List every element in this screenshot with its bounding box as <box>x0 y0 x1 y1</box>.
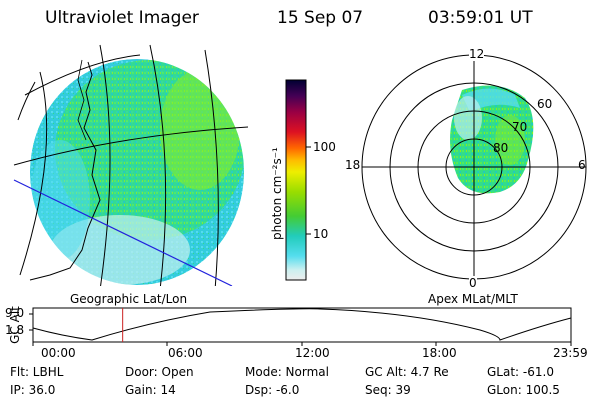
mlt-label-0: 0 <box>469 276 477 290</box>
colorbar-tick-10: 10 <box>313 227 329 241</box>
date-label: 15 Sep 07 <box>277 8 364 28</box>
mlat-label-80: 80 <box>493 141 509 155</box>
time-tick-0600: 06:00 <box>168 346 203 360</box>
info-flt: Flt: LBHL <box>10 365 64 379</box>
geographic-caption: Geographic Lat/Lon <box>70 292 188 306</box>
time-tick-1200: 12:00 <box>295 346 330 360</box>
info-glon: GLon: 100.5 <box>487 383 560 397</box>
colorbar-unit-label: photon cm⁻²s⁻¹ <box>270 147 284 240</box>
info-seq: Seq: 39 <box>365 383 411 397</box>
time-tick-0000: 00:00 <box>41 346 76 360</box>
altitude-ytick-9: 9.0 <box>5 306 25 320</box>
geo-grid <box>13 44 249 286</box>
time-label: 03:59:01 UT <box>428 8 533 28</box>
altitude-ytick-1-8: 1.8 <box>5 323 25 337</box>
mlat-label-60: 60 <box>537 97 553 111</box>
time-tick-1800: 18:00 <box>422 346 457 360</box>
coastline <box>29 61 101 281</box>
mlat-label-70: 70 <box>512 120 528 134</box>
colorbar-tick-100: 100 <box>313 140 336 154</box>
info-gc-alt: GC Alt: 4.7 Re <box>365 365 449 379</box>
info-gain: Gain: 14 <box>125 383 176 397</box>
mlt-label-12: 12 <box>469 47 485 61</box>
info-dsp: Dsp: -6.0 <box>245 383 300 397</box>
mlt-label-18: 18 <box>345 158 361 172</box>
instrument-title: Ultraviolet Imager <box>45 8 199 28</box>
info-ip: IP: 36.0 <box>10 383 56 397</box>
polar-caption: Apex MLat/MLT <box>428 292 518 306</box>
info-mode: Mode: Normal <box>245 365 329 379</box>
terminator-line <box>13 179 233 286</box>
mlt-label-6: 6 <box>578 158 586 172</box>
time-tick-2359: 23:59 <box>553 346 588 360</box>
info-door: Door: Open <box>125 365 194 379</box>
info-glat: GLat: -61.0 <box>487 365 554 379</box>
auroral-disk <box>30 59 244 285</box>
